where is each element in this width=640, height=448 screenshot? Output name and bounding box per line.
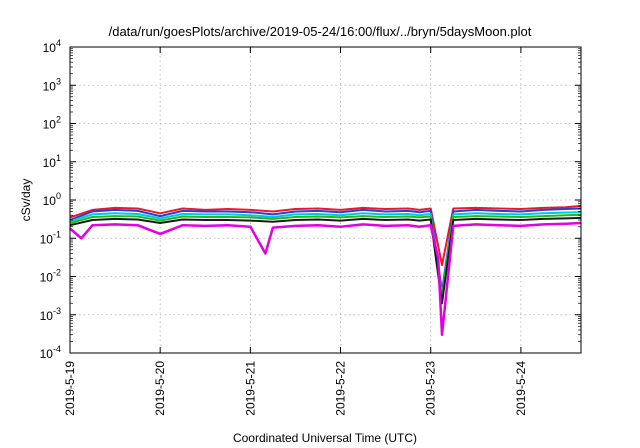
y-tick-label: 101 — [43, 153, 61, 170]
y-tick-exponent: 1 — [56, 153, 61, 163]
y-tick-base: 10 — [40, 309, 54, 323]
x-tick-label: 2019-5-22 — [334, 361, 348, 416]
x-tick-label: 2019-5-23 — [424, 361, 438, 416]
y-tick-label: 103 — [43, 76, 61, 93]
grid — [69, 47, 581, 353]
y-tick-exponent: 0 — [56, 191, 61, 201]
series-line-4 — [69, 213, 582, 298]
y-tick-label: 10-1 — [40, 229, 61, 246]
series-line-6 — [69, 221, 582, 337]
y-tick-exponent: 2 — [56, 115, 61, 125]
chart-title: /data/run/goesPlots/archive/2019-05-24/1… — [109, 24, 532, 39]
y-tick-exponent: -4 — [53, 344, 61, 354]
series-line-2 — [69, 207, 582, 293]
y-tick-base: 10 — [40, 271, 54, 285]
x-tick-label: 2019-5-24 — [514, 361, 528, 416]
y-tick-base: 10 — [43, 156, 57, 170]
y-tick-base: 10 — [43, 118, 57, 132]
y-axis-label: cSv/day — [19, 179, 33, 222]
y-tick-exponent: -3 — [53, 306, 61, 316]
y-tick-exponent: -1 — [53, 229, 61, 239]
y-tick-base: 10 — [40, 232, 54, 246]
x-axis-label: Coordinated Universal Time (UTC) — [233, 431, 417, 445]
y-tick-exponent: -2 — [53, 268, 61, 278]
series-group — [69, 204, 582, 337]
x-tick-label: 2019-5-20 — [153, 361, 167, 416]
series-line-3 — [69, 211, 582, 298]
y-tick-label: 10-4 — [40, 344, 61, 361]
y-tick-base: 10 — [43, 41, 57, 55]
y-tick-label: 104 — [43, 38, 61, 55]
series-line-5 — [69, 216, 582, 305]
x-axis: 2019-5-19 2019-5-20 2019-5-21 2019-5-22 2019… — [63, 47, 528, 416]
y-tick-exponent: 4 — [56, 38, 61, 48]
x-tick-label: 2019-5-21 — [243, 361, 257, 416]
y-tick-label: 10-2 — [40, 268, 61, 285]
y-tick-label: 10-3 — [40, 306, 61, 323]
x-tick-label: 2019-5-19 — [63, 361, 77, 416]
y-tick-base: 10 — [43, 194, 57, 208]
y-tick-exponent: 3 — [56, 76, 61, 86]
y-tick-label: 100 — [43, 191, 61, 208]
series-line-1 — [69, 204, 582, 266]
y-tick-base: 10 — [40, 347, 54, 361]
y-tick-label: 102 — [43, 115, 61, 132]
y-tick-base: 10 — [43, 79, 57, 93]
